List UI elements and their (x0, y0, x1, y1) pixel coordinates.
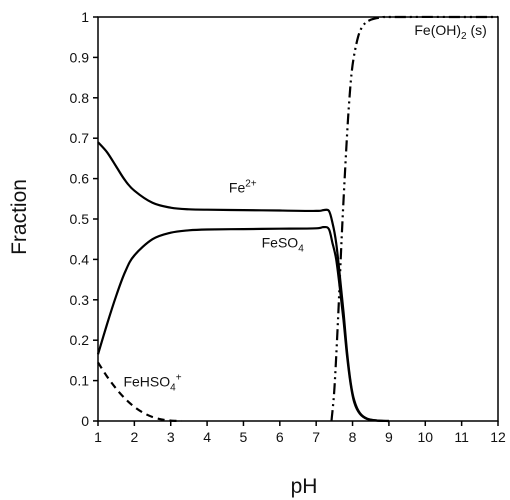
x-tick-label: 5 (240, 429, 248, 445)
y-tick-label: 0.3 (70, 292, 90, 308)
y-tick-label: 0.5 (70, 211, 90, 227)
y-tick-label: 0.2 (70, 332, 90, 348)
x-tick-label: 8 (349, 429, 357, 445)
series-label-superscript: + (176, 373, 182, 384)
y-tick-label: 0.4 (70, 251, 90, 267)
series-label-1: FeSO4 (262, 234, 305, 254)
y-tick-label: 0 (81, 413, 89, 429)
x-tick-label: 1 (94, 429, 102, 445)
x-tick-label: 12 (490, 429, 506, 445)
y-tick-label: 0.9 (70, 49, 90, 65)
series-line-3 (330, 15, 499, 422)
y-axis-title: Fraction (8, 179, 31, 255)
x-axis-title: pH (291, 475, 318, 498)
series-label-0: Fe2+ (229, 179, 257, 196)
y-tick-label: 1 (81, 9, 89, 25)
x-tick-label: 2 (130, 429, 138, 445)
series-label-3: Fe(OH)2 (s) (414, 22, 486, 42)
series-label-text: FeSO (262, 234, 299, 250)
y-tick-label: 0.7 (70, 130, 90, 146)
series-label-subscript: 4 (298, 243, 304, 254)
series-label-subscript: 2 (461, 31, 467, 42)
curves (96, 15, 499, 423)
x-tick-label: 11 (454, 429, 469, 445)
series-line-2 (97, 361, 182, 423)
axes: 1 2 3 4 5 6 7 8 9 10 11 1200.10.20.30.40.50.60.70.8… (70, 9, 506, 445)
series-label-text: FeHSO (123, 374, 170, 390)
series-label-2: FeHSO4+ (123, 373, 181, 394)
x-tick-label: 4 (203, 429, 211, 445)
series-label-text: Fe (229, 180, 246, 196)
series-label-suffix: (s) (467, 22, 487, 38)
series-label-subscript: 4 (170, 383, 176, 394)
x-tick-label: 7 (312, 429, 320, 445)
x-tick-label: 10 (417, 429, 433, 445)
series-line-1 (96, 225, 389, 423)
plot-frame (97, 16, 499, 422)
series-label-superscript: 2+ (245, 179, 257, 190)
series-label-text: Fe(OH) (414, 22, 461, 38)
x-tick-label: 9 (385, 429, 393, 445)
y-tick-label: 0.8 (70, 90, 90, 106)
y-tick-label: 0.6 (70, 171, 90, 187)
x-tick-label: 6 (276, 429, 284, 445)
y-tick-label: 0.1 (70, 373, 90, 389)
x-tick-label: 3 (167, 429, 175, 445)
